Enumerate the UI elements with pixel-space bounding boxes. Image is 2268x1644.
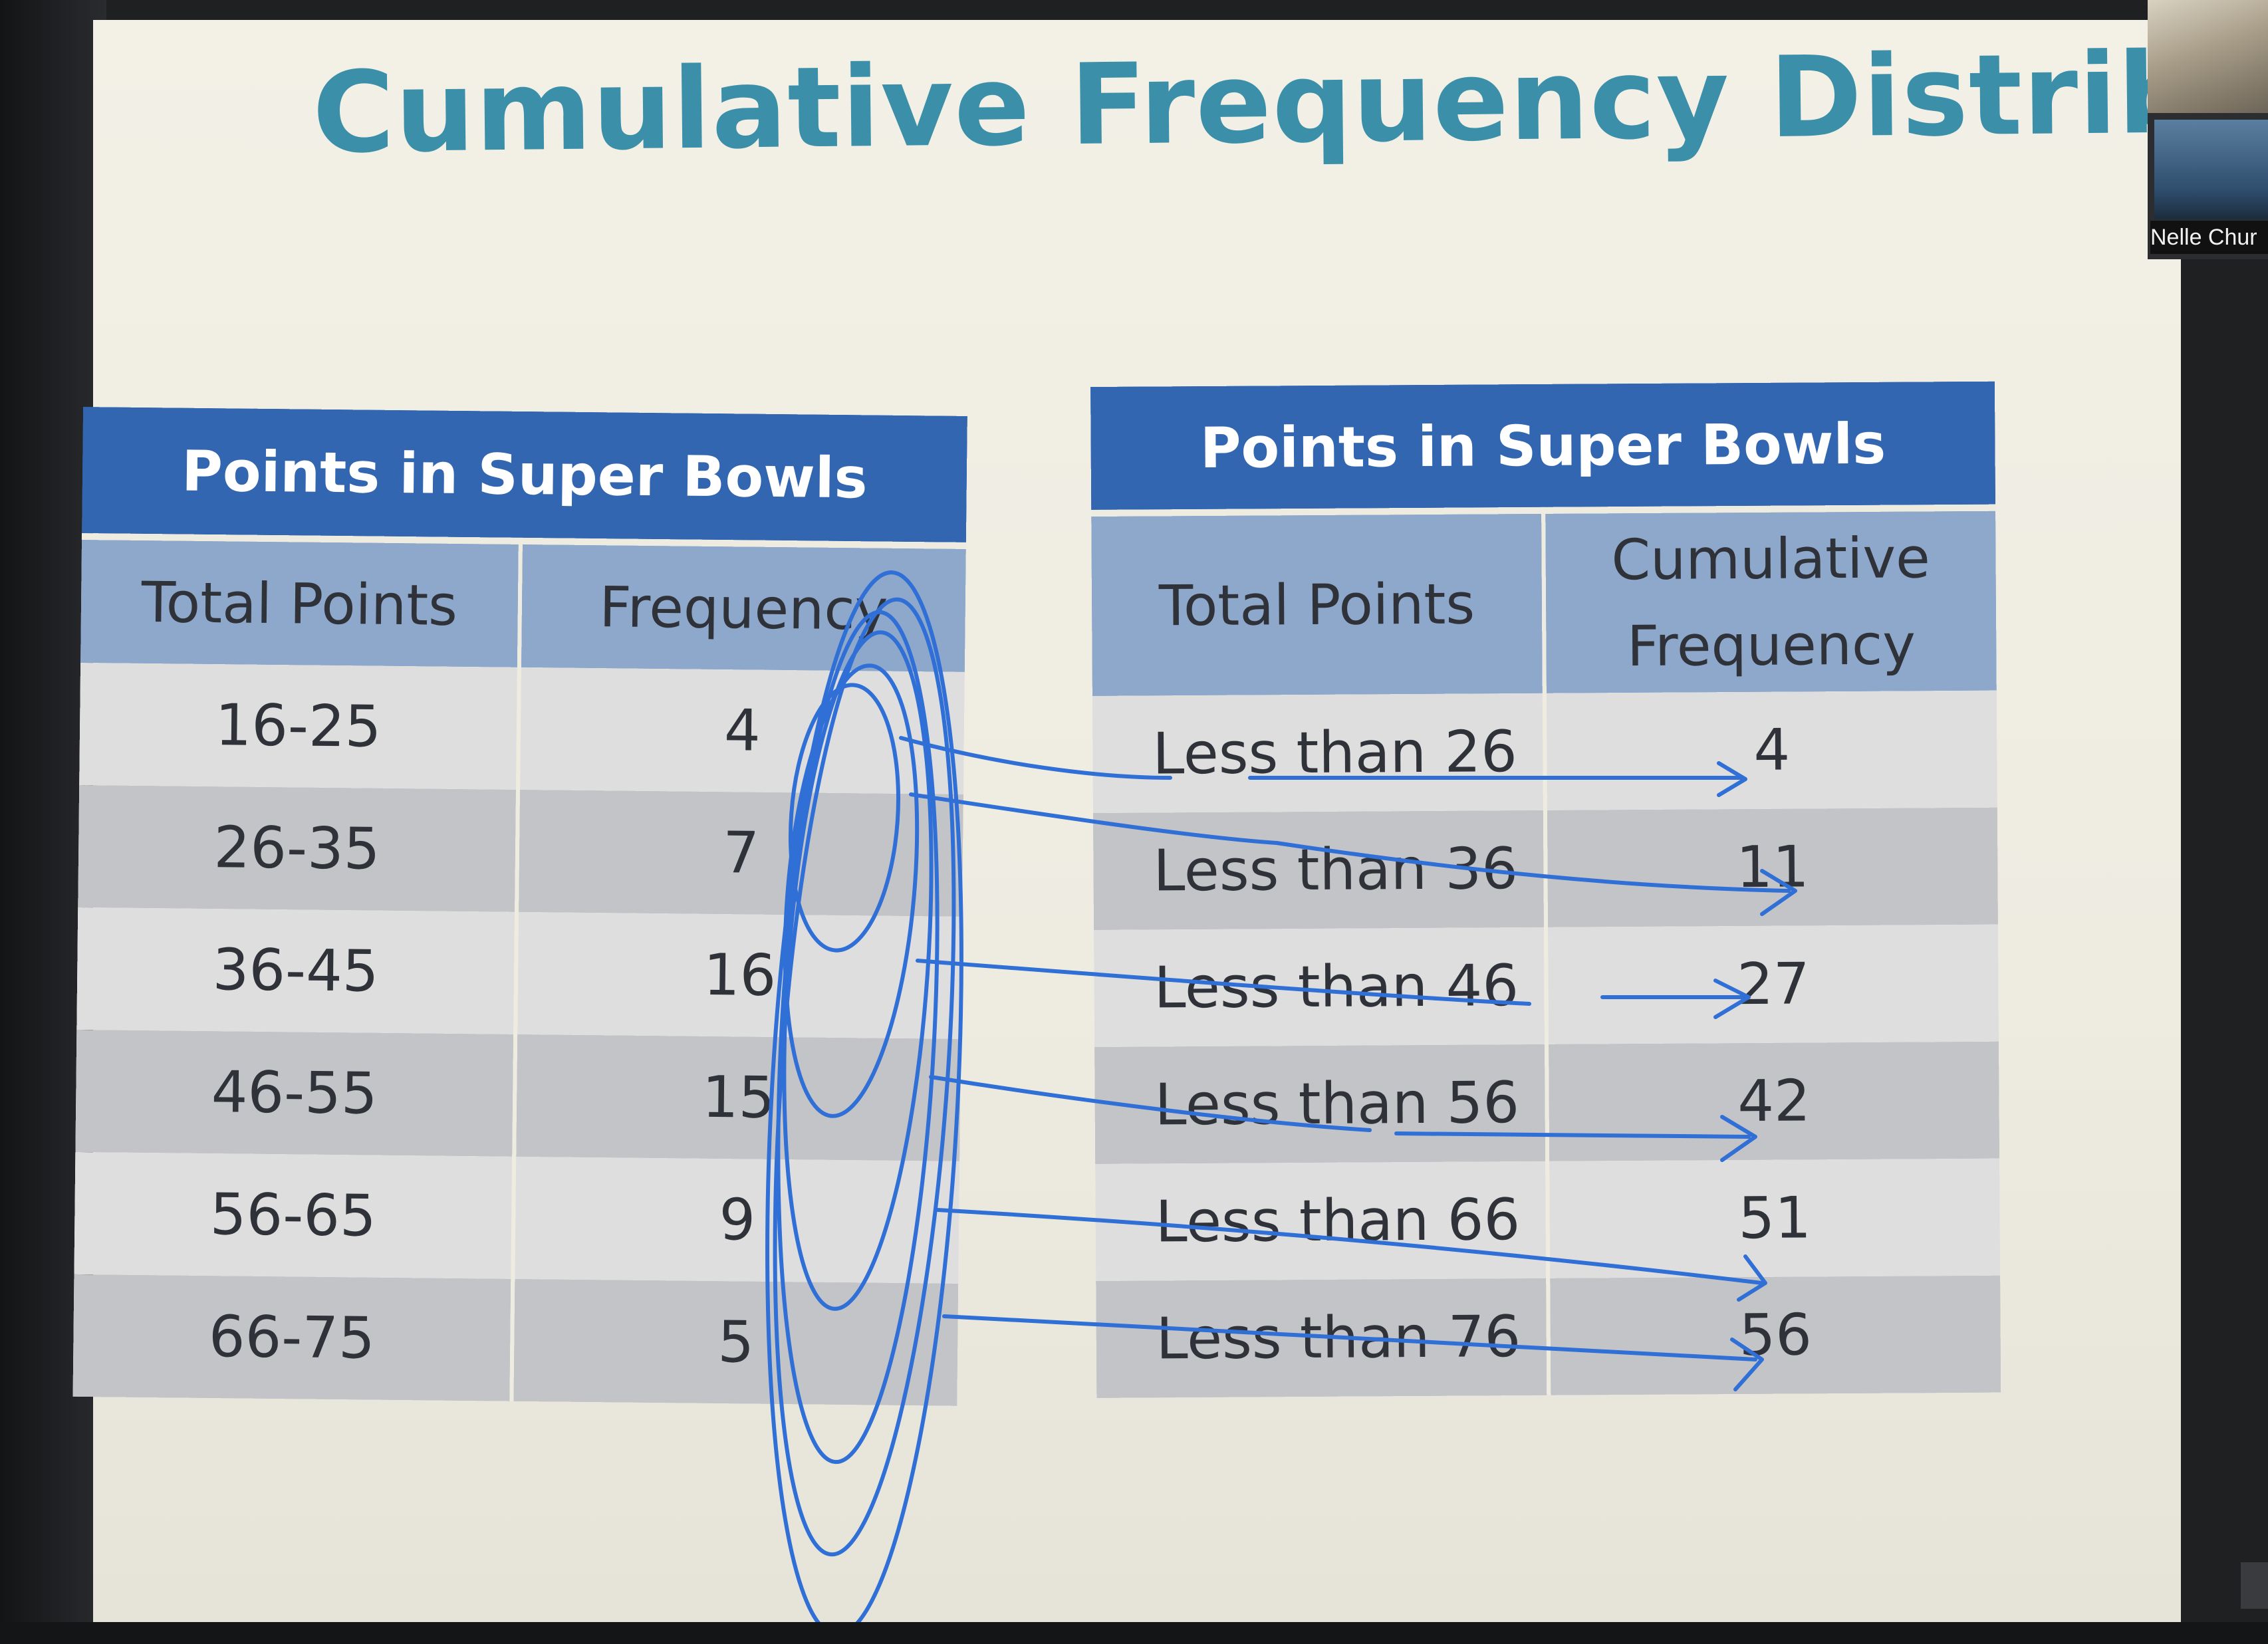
slide-title: Cumulative Frequency Distribution [311,25,2181,178]
table-row: Less than 76 56 [1096,1275,2001,1398]
cumulative-frequency-cell: 56 [1548,1275,2001,1395]
cumulative-frequency-cell: 11 [1545,807,1998,927]
column-header-frequency: Frequency [519,540,966,672]
frequency-cell: 5 [511,1278,959,1406]
table-row: 56-65 9 [74,1151,960,1284]
total-points-cell: 66-75 [72,1274,513,1401]
page-indicator [2241,1562,2268,1609]
table-row: 46-55 15 [75,1029,961,1161]
column-header-cumulative-frequency: Cumulative Frequency [1543,507,1997,693]
total-points-cell: 26-35 [78,784,519,912]
less-than-cell: Less than 36 [1092,810,1546,930]
table-row: Less than 36 11 [1092,807,1998,930]
table-row: Less than 26 4 [1092,690,1997,813]
cumulative-frequency-cell: 4 [1544,690,1997,810]
column-header-total-points: Total Points [80,536,521,667]
cumulative-frequency-cell: 42 [1547,1041,2000,1161]
total-points-cell: 36-45 [76,907,517,1034]
cumulative-frequency-cell: 27 [1545,924,1999,1044]
less-than-cell: Less than 66 [1095,1161,1549,1281]
total-points-cell: 16-25 [79,662,519,790]
table-row: 66-75 5 [72,1274,959,1406]
frequency-table: Points in Super Bowls Total Points Frequ… [72,407,967,1406]
table-row: 26-35 7 [78,784,963,917]
table-row: Less than 46 27 [1093,924,1999,1047]
table-row: Less than 56 42 [1094,1041,2000,1164]
less-than-label: Less than 36 [1153,836,1519,905]
frequency-cell: 15 [514,1034,961,1161]
less-than-label: Less than 56 [1154,1070,1520,1139]
table-row: 36-45 16 [76,907,963,1039]
participant-video-tile[interactable]: Nelle Chur [2148,0,2268,259]
frequency-cell: 9 [513,1156,960,1284]
participant-name: Nelle Chur [2150,221,2268,254]
less-than-cell: Less than 46 [1093,927,1547,1047]
less-than-cell: Less than 26 [1092,693,1545,813]
video-feed [2148,0,2268,113]
frequency-table-title: Points in Super Bowls [81,407,967,546]
frequency-cell: 7 [517,789,963,917]
frequency-cell: 4 [518,667,965,794]
table-row: 16-25 4 [79,662,965,794]
total-points-cell: 56-65 [74,1151,515,1279]
video-feed [2154,120,2268,219]
monitor-bezel [0,1622,2268,1644]
column-header-total-points: Total Points [1091,510,1545,696]
cumulative-table-title: Points in Super Bowls [1090,381,1996,513]
cumulative-frequency-cell: 51 [1547,1158,2001,1278]
less-than-label: Less than 46 [1154,953,1519,1022]
less-than-cell: Less than 76 [1096,1278,1549,1398]
table-row: Less than 66 51 [1095,1158,2001,1281]
less-than-label: Less than 66 [1155,1187,1521,1256]
less-than-cell: Less than 56 [1094,1044,1548,1164]
less-than-label: Less than 26 [1152,719,1518,788]
less-than-label: Less than 76 [1156,1304,1521,1373]
total-points-cell: 46-55 [75,1029,516,1157]
cumulative-frequency-table: Points in Super Bowls Total Points Cumul… [1090,381,2001,1398]
frequency-cell: 16 [515,911,963,1039]
